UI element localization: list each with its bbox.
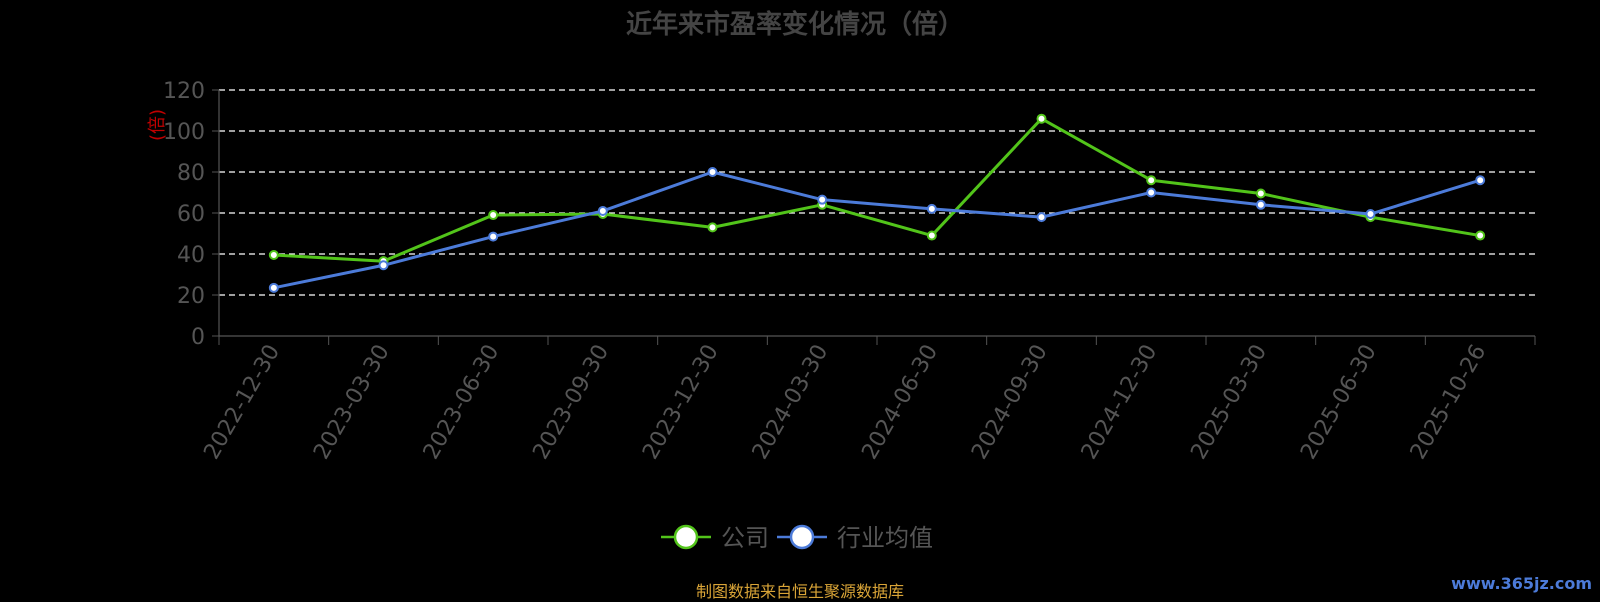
x-tick-label: 2023-09-30	[528, 341, 614, 464]
legend-label: 公司	[721, 524, 769, 552]
data-point	[1146, 175, 1157, 186]
data-source-note: 制图数据来自恒生聚源数据库	[695, 582, 904, 601]
data-point	[1036, 212, 1047, 223]
x-tick-label: 2024-12-30	[1077, 341, 1163, 464]
y-tick-label: 20	[177, 284, 205, 309]
data-point	[1036, 113, 1047, 124]
series-line	[273, 117, 1481, 263]
x-tick-label: 2022-12-30	[199, 341, 285, 464]
watermark: www.365jz.com	[1451, 574, 1592, 593]
x-tick-label: 2023-12-30	[638, 341, 724, 464]
legend-item-0[interactable]: 公司	[661, 524, 769, 552]
data-point	[817, 194, 828, 205]
grid-lines	[219, 89, 1535, 296]
x-tick-label: 2023-03-30	[309, 341, 395, 464]
legend[interactable]: 公司 行业均值	[661, 524, 933, 552]
series-line	[273, 170, 1481, 290]
legend-marker	[789, 524, 815, 550]
data-point	[597, 205, 608, 216]
axes: 0 20 40 60 80 100 120 2022-12-30 2023-03-30 2023-…	[163, 79, 1536, 464]
y-tick-label: 0	[191, 325, 205, 350]
data-point	[1255, 199, 1266, 210]
y-tick-label: 80	[177, 161, 205, 186]
x-tick-label: 2025-06-30	[1296, 341, 1382, 464]
x-tick-label: 2024-03-30	[748, 341, 834, 464]
data-point	[1475, 175, 1486, 186]
y-tick-label: 120	[163, 79, 205, 104]
data-point	[926, 230, 937, 241]
data-point	[707, 222, 718, 233]
data-point	[1365, 209, 1376, 220]
data-point	[1146, 187, 1157, 198]
x-tick-label: 2025-03-30	[1186, 341, 1272, 464]
data-point	[488, 210, 499, 221]
data-point	[1475, 230, 1486, 241]
data-point	[707, 167, 718, 177]
data-point	[1255, 188, 1266, 199]
data-point	[378, 260, 389, 271]
x-tick-label: 2025-10-26	[1406, 341, 1492, 464]
series-0	[268, 113, 1486, 267]
data-point	[268, 282, 279, 293]
data-point	[488, 231, 499, 242]
series-layer	[268, 113, 1486, 293]
legend-marker	[673, 524, 699, 550]
x-tick-label: 2023-06-30	[419, 340, 505, 463]
data-point	[926, 203, 937, 214]
y-tick-label: 100	[163, 120, 205, 145]
legend-label: 行业均值	[837, 524, 933, 552]
x-tick-label: 2024-09-30	[967, 341, 1053, 464]
legend-item-1[interactable]: 行业均值	[777, 524, 933, 552]
data-point	[268, 250, 279, 261]
y-tick-label: 60	[177, 202, 205, 227]
y-axis-label: (倍)	[147, 109, 168, 141]
chart-title: 近年来市盈率变化情况（倍）	[626, 9, 964, 40]
x-tick-label: 2024-06-30	[857, 340, 943, 463]
y-tick-label: 40	[177, 243, 205, 268]
series-1	[268, 167, 1486, 293]
